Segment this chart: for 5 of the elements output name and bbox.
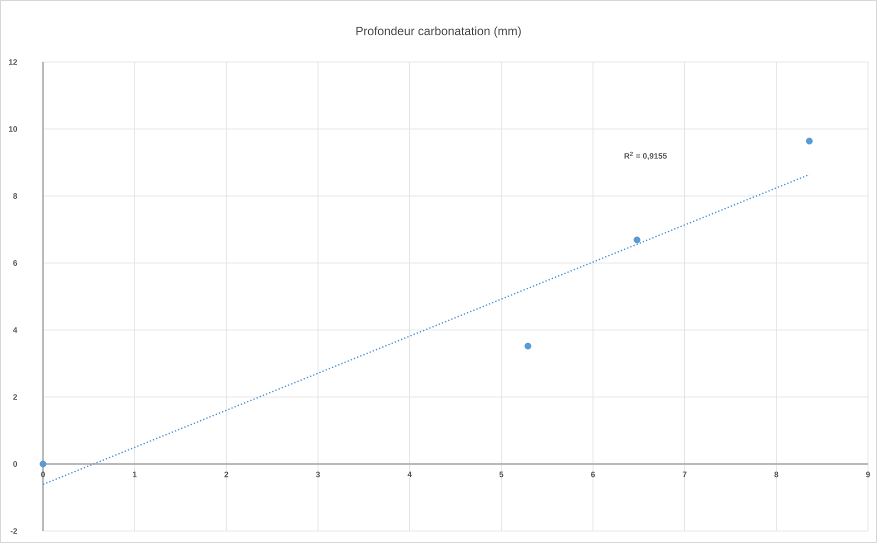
point bbox=[634, 236, 640, 244]
point bbox=[40, 460, 46, 468]
point bbox=[524, 342, 532, 350]
chart-title: Profondeur carbonatation (mm) bbox=[356, 26, 521, 38]
point bbox=[806, 138, 813, 144]
